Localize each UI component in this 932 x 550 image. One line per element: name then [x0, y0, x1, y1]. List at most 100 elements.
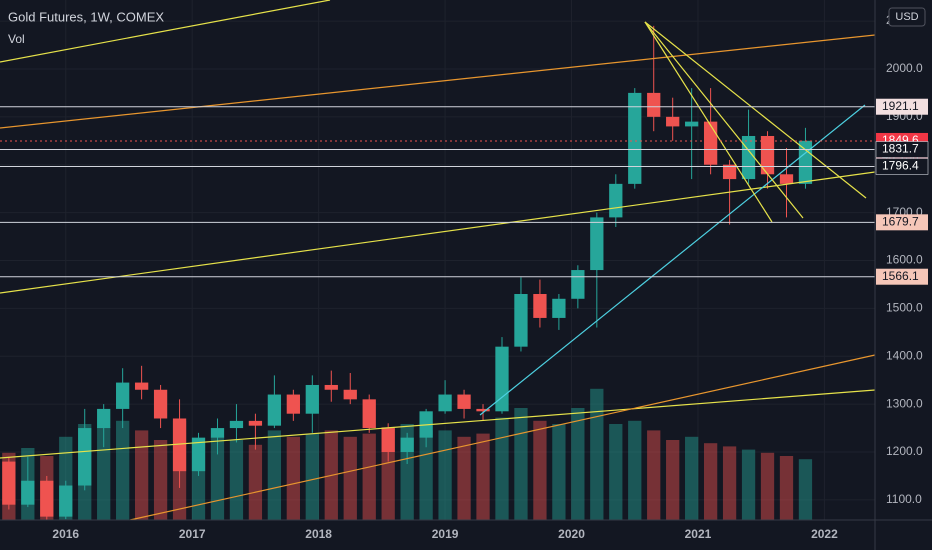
volume-bar: [514, 408, 528, 520]
y-tick-label: 1100.0: [886, 492, 922, 506]
volume-bar: [647, 430, 661, 520]
volume-bar: [134, 430, 149, 520]
price-label: 1679.7: [882, 214, 919, 228]
trend-line: [0, 389, 876, 459]
candle-body: [324, 384, 338, 390]
candle-body: [457, 394, 471, 409]
volume-bar: [685, 436, 699, 520]
candle-body: [191, 437, 206, 472]
candle-body: [116, 382, 130, 409]
volume-bar: [533, 420, 547, 520]
volume-bar: [741, 449, 756, 520]
candle-body: [798, 140, 813, 184]
candle-body: [381, 428, 395, 453]
candle-body: [134, 382, 149, 390]
candle-body: [571, 270, 585, 299]
x-tick-label: 2019: [432, 527, 459, 541]
candle-body: [779, 174, 794, 184]
trend-line: [644, 21, 773, 223]
candle-body: [210, 428, 225, 438]
y-tick-label: 1600.0: [886, 253, 923, 267]
chart-title: Gold Futures, 1W, COMEX: [8, 9, 164, 24]
candle-body: [647, 92, 661, 117]
volume-bar: [798, 459, 813, 520]
candle-body: [78, 428, 92, 486]
candle-body: [97, 408, 111, 429]
candle-body: [741, 135, 756, 180]
candle-body: [722, 164, 737, 180]
candle-body: [59, 485, 73, 517]
candle-body: [248, 420, 263, 426]
candles: [2, 25, 813, 524]
volume-bar: [457, 436, 471, 520]
volume-bar: [438, 430, 452, 520]
trend-line: [479, 104, 866, 416]
price-label: 1796.4: [882, 159, 919, 173]
candle-body: [703, 121, 718, 165]
candle-body: [685, 121, 699, 127]
candle-body: [153, 389, 168, 419]
candle-body: [305, 384, 319, 414]
volume-bar: [343, 436, 357, 520]
trend-line: [129, 354, 876, 521]
volume-bar: [267, 430, 282, 520]
trend-line: [0, 171, 876, 294]
volume-bar: [703, 443, 718, 520]
grid: [0, 0, 875, 520]
y-tick-label: 1400.0: [886, 348, 923, 362]
candle-body: [362, 399, 376, 429]
candle-body: [590, 217, 604, 271]
candle-body: [533, 293, 547, 318]
x-tick-label: 2017: [179, 527, 206, 541]
volume-bar: [495, 417, 509, 520]
trend-line: [644, 21, 867, 199]
candle-body: [400, 437, 414, 453]
volume-bar: [248, 444, 263, 520]
price-label-box: [875, 141, 929, 158]
trend-line: [644, 21, 804, 219]
trend-lines: [0, 0, 876, 521]
time-axis: [0, 520, 932, 550]
volume-bar: [552, 424, 566, 520]
volume-bar: [571, 408, 585, 520]
y-tick-label: 1200.0: [886, 444, 923, 458]
volume-bar: [666, 440, 680, 520]
volume-bar: [229, 440, 244, 520]
candle-body: [286, 394, 300, 414]
candle-body: [438, 394, 452, 412]
price-label: 1566.1: [882, 269, 919, 283]
y-tick-label: 1300.0: [886, 396, 923, 410]
x-tick-label: 2016: [52, 527, 79, 541]
volume-bar: [590, 388, 604, 520]
candle-body: [760, 135, 775, 175]
candle-body: [267, 394, 282, 426]
levels: [0, 106, 875, 278]
candle-body: [21, 480, 35, 505]
candle-body: [229, 420, 244, 429]
x-tick-label: 2020: [558, 527, 585, 541]
candle-body: [514, 293, 528, 347]
candle-body: [40, 480, 54, 517]
candle-body: [476, 408, 490, 412]
currency[interactable]: USD: [895, 11, 918, 23]
volume-bar: [305, 433, 319, 520]
volume-bar: [210, 436, 225, 520]
currency-button[interactable]: [888, 7, 926, 27]
volume-bar: [419, 430, 433, 520]
volume-bar: [476, 433, 490, 520]
price-label-box: [876, 214, 928, 231]
volume-bar: [362, 433, 376, 520]
volume-bar: [722, 446, 737, 520]
candle-body: [2, 461, 16, 505]
price-label-box: [876, 98, 928, 115]
x-tick-label: 2018: [305, 527, 332, 541]
candle-body: [552, 298, 566, 318]
candle-body: [343, 389, 357, 400]
volume-bar: [628, 420, 642, 520]
volume-bar: [609, 424, 623, 520]
price-label-box: [876, 268, 928, 285]
x-tick-label: 2022: [811, 527, 838, 541]
